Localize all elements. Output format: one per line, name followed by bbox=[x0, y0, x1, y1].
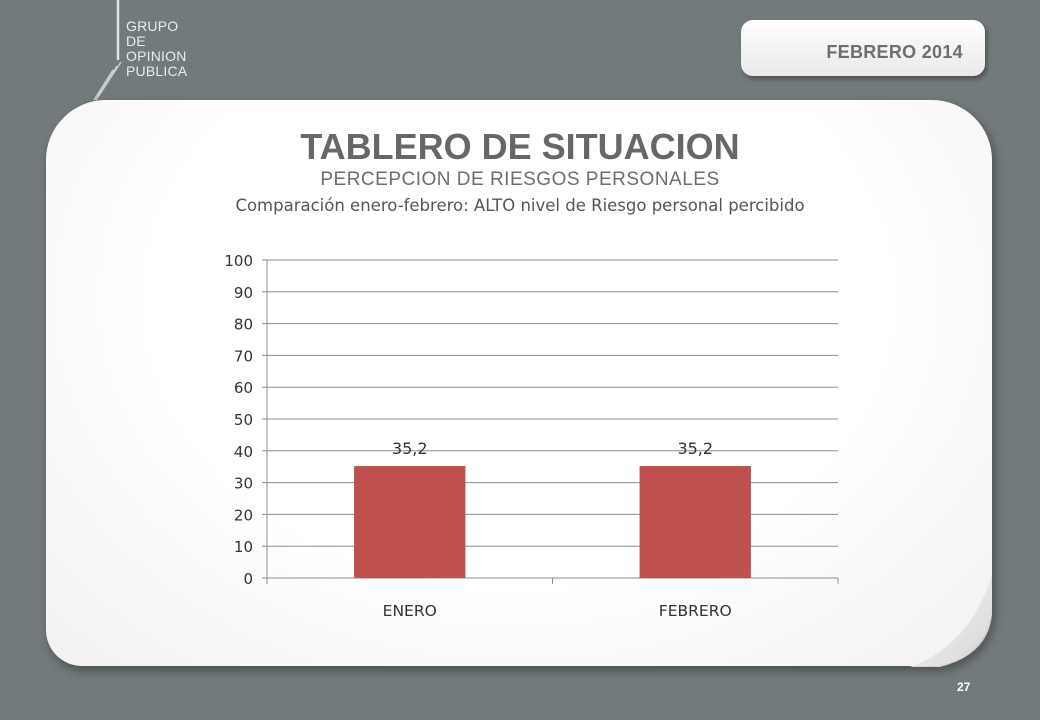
y-tick-label: 10 bbox=[234, 538, 253, 556]
logo: GRUPO DE OPINION PUBLICA bbox=[88, 0, 238, 110]
logo-line: GRUPO bbox=[126, 18, 179, 34]
y-tick-label: 40 bbox=[234, 443, 253, 461]
y-tick-label: 20 bbox=[234, 506, 253, 524]
logo-mark-icon bbox=[93, 0, 122, 101]
bar-febrero bbox=[639, 466, 751, 578]
page-curl-icon bbox=[910, 575, 992, 667]
data-label: 35,2 bbox=[677, 439, 713, 458]
y-tick-label: 90 bbox=[234, 284, 253, 302]
content-card bbox=[46, 100, 992, 666]
logo-text: GRUPO DE OPINION PUBLICA bbox=[126, 19, 187, 79]
bar-enero bbox=[354, 466, 466, 578]
logo-line: DE bbox=[126, 33, 146, 49]
x-tick-label: FEBRERO bbox=[659, 602, 732, 620]
y-tick-label: 100 bbox=[224, 252, 253, 270]
date-badge: FEBRERO 2014 bbox=[741, 20, 985, 76]
y-tick-label: 50 bbox=[234, 411, 253, 429]
y-tick-label: 60 bbox=[234, 379, 253, 397]
page-subtitle: PERCEPCION DE RIESGOS PERSONALES bbox=[320, 169, 720, 190]
chart-description: Comparación enero-febrero: ALTO nivel de… bbox=[235, 196, 805, 215]
logo-line: OPINION bbox=[126, 48, 187, 64]
y-tick-label: 80 bbox=[234, 316, 253, 334]
logo-line: PUBLICA bbox=[126, 63, 188, 79]
data-label: 35,2 bbox=[392, 439, 428, 458]
page-number: 27 bbox=[957, 680, 971, 694]
y-tick-label: 30 bbox=[234, 475, 253, 493]
y-tick-label: 70 bbox=[234, 347, 253, 365]
date-badge-label: FEBRERO 2014 bbox=[826, 42, 963, 62]
x-tick-label: ENERO bbox=[383, 602, 437, 620]
y-tick-label: 0 bbox=[243, 570, 253, 588]
page-title: TABLERO DE SITUACION bbox=[300, 126, 740, 167]
